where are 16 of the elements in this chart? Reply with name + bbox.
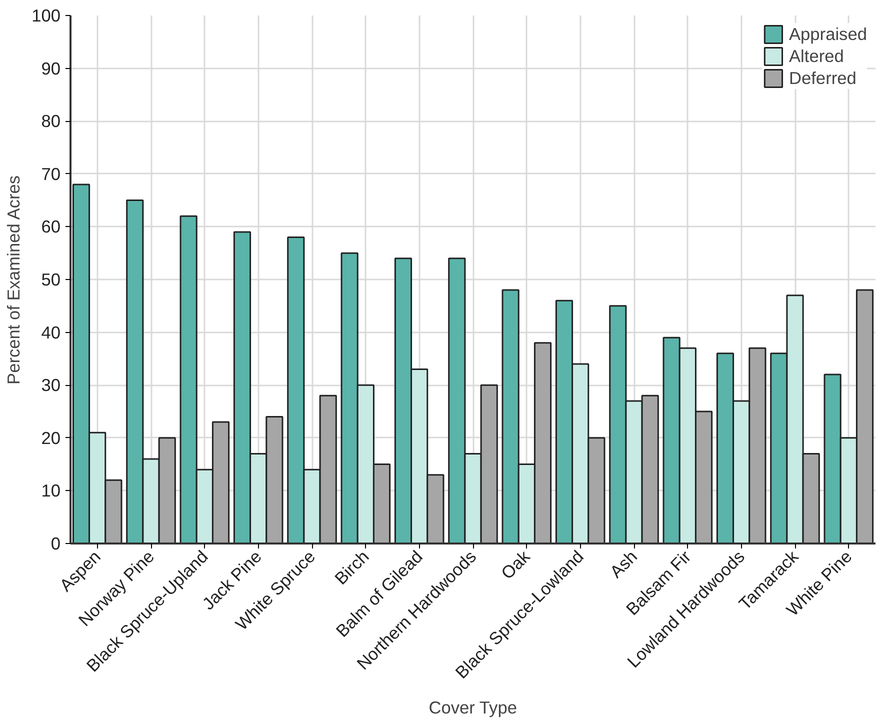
legend-label: Altered [788,46,844,66]
y-tick-label: 100 [32,6,61,26]
y-tick-label: 90 [41,58,61,78]
y-axis-title: Percent of Examined Acres [4,175,24,384]
y-tick-label: 20 [41,428,61,448]
y-tick-label: 40 [41,322,61,342]
y-tick-label: 10 [41,480,61,501]
y-tick-label: 0 [50,534,61,554]
x-axis-title: Cover Type [428,698,517,718]
y-tick-label: 50 [41,270,61,290]
y-tick-label: 70 [41,164,61,184]
y-tick-label: 30 [41,375,61,396]
y-tick-label: 60 [41,216,61,237]
legend-label: Deferred [788,68,856,88]
y-tick-label: 80 [41,111,61,132]
legend-label: Appraised [788,24,867,44]
